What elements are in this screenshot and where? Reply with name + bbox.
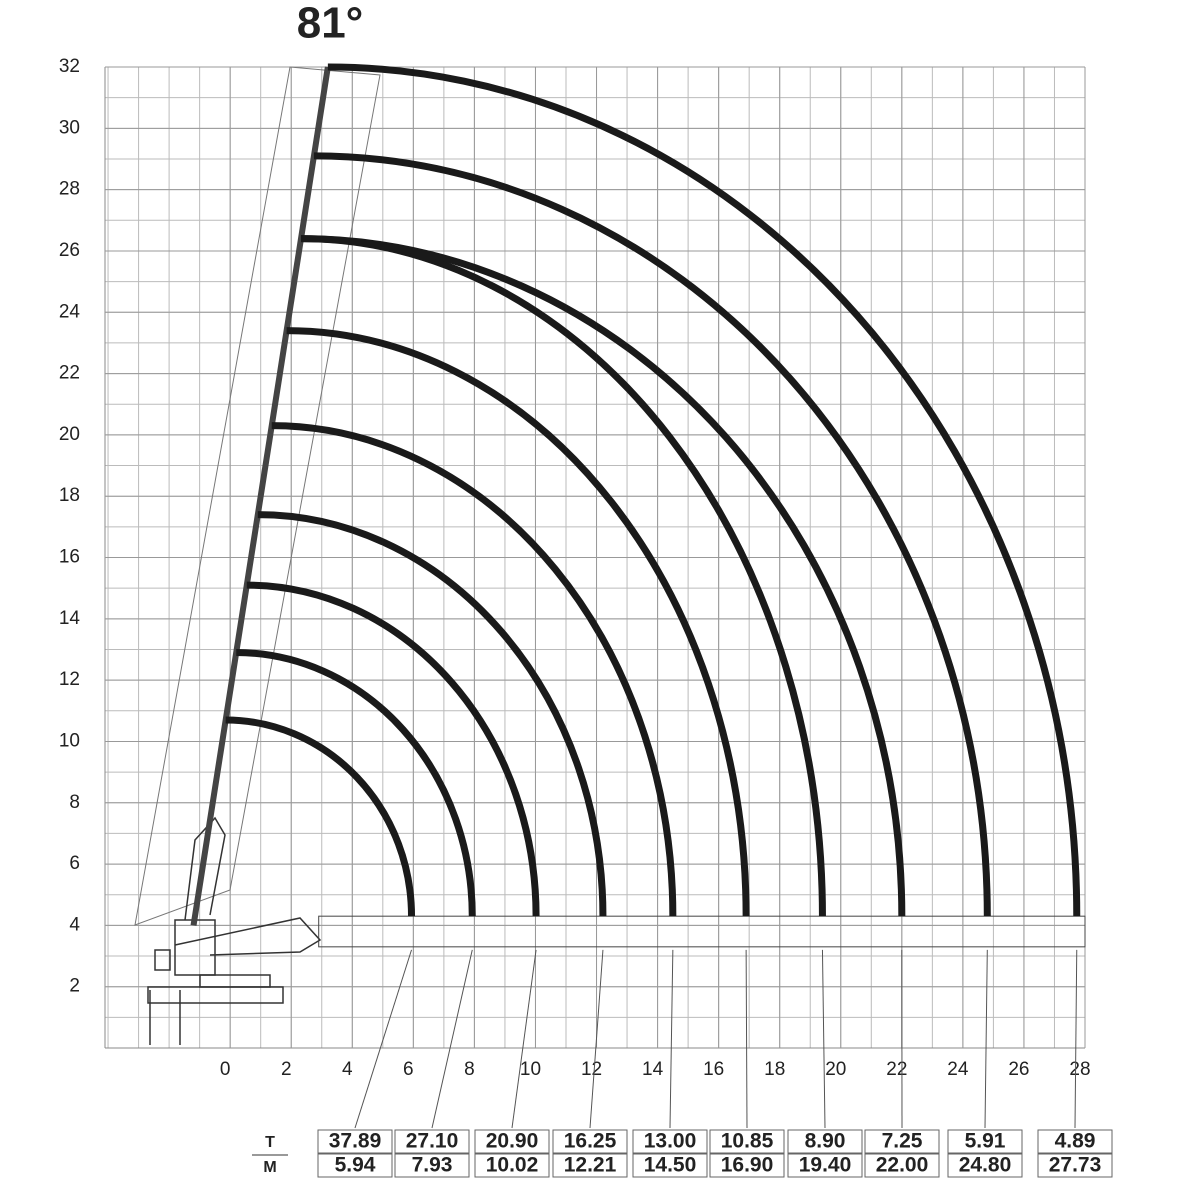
y-tick-label: 28 — [59, 179, 80, 200]
value-label: 16.25 — [564, 1130, 617, 1153]
value-label: 20.90 — [486, 1130, 539, 1153]
leader-line — [822, 950, 825, 1128]
x-tick-label: 0 — [220, 1059, 231, 1080]
x-tick-label: 2 — [281, 1059, 292, 1080]
x-tick-label: 18 — [764, 1059, 785, 1080]
leader-line — [512, 950, 536, 1128]
value-label: 10.02 — [486, 1154, 539, 1177]
y-tick-label: 26 — [59, 240, 80, 261]
load-arc — [258, 515, 603, 917]
value-label: 5.94 — [335, 1154, 376, 1177]
x-tick-label: 6 — [403, 1059, 414, 1080]
y-tick-label: 16 — [59, 547, 80, 568]
value-label: 37.89 — [329, 1130, 382, 1153]
load-arc — [226, 720, 412, 916]
y-tick-label: 30 — [59, 117, 80, 138]
x-tick-label: 28 — [1069, 1059, 1090, 1080]
value-label: 5.91 — [965, 1130, 1006, 1153]
x-tick-label: 20 — [825, 1059, 846, 1080]
value-label: 24.80 — [959, 1154, 1012, 1177]
y-tick-label: 12 — [59, 669, 80, 690]
value-label: 22.00 — [876, 1154, 929, 1177]
leader-line — [1075, 950, 1077, 1128]
y-tick-label: 14 — [59, 608, 81, 629]
crane — [135, 67, 380, 1045]
value-label: 4.89 — [1055, 1130, 1096, 1153]
x-tick-label: 10 — [520, 1059, 541, 1080]
row-label: T — [265, 1134, 275, 1151]
value-label: 16.90 — [721, 1154, 774, 1177]
boom-sections — [319, 916, 1085, 947]
value-label: 7.25 — [882, 1130, 923, 1153]
x-tick-label: 26 — [1008, 1059, 1029, 1080]
value-label: 13.00 — [644, 1130, 697, 1153]
value-label: 27.10 — [406, 1130, 459, 1153]
x-tick-label: 14 — [642, 1059, 664, 1080]
y-tick-label: 32 — [59, 56, 80, 77]
value-label: 19.40 — [799, 1154, 852, 1177]
value-label: 7.93 — [412, 1154, 453, 1177]
value-label: 12.21 — [564, 1154, 617, 1177]
x-tick-label: 4 — [342, 1059, 353, 1080]
y-tick-label: 24 — [59, 301, 81, 322]
y-tick-label: 8 — [69, 792, 80, 813]
leader-line — [985, 950, 987, 1128]
value-label: 14.50 — [644, 1154, 697, 1177]
leader-line — [746, 950, 747, 1128]
leader-line — [670, 950, 673, 1128]
y-tick-label: 18 — [59, 485, 80, 506]
x-tick-label: 22 — [886, 1059, 907, 1080]
value-label: 8.90 — [805, 1130, 846, 1153]
x-tick-label: 24 — [947, 1059, 969, 1080]
row-label: M — [263, 1159, 276, 1176]
value-label: 27.73 — [1049, 1154, 1102, 1177]
load-arc — [236, 653, 472, 917]
value-label: 10.85 — [721, 1130, 774, 1153]
y-tick-label: 10 — [59, 730, 80, 751]
load-arc — [301, 239, 902, 917]
x-tick-label: 16 — [703, 1059, 724, 1080]
y-tick-label: 2 — [69, 976, 80, 997]
x-tick-label: 8 — [464, 1059, 475, 1080]
load-arc — [314, 156, 987, 916]
x-tick-label: 12 — [581, 1059, 602, 1080]
load-arc — [287, 331, 747, 917]
leader-line — [432, 950, 472, 1128]
load-arc — [247, 585, 536, 916]
y-tick-label: 20 — [59, 424, 80, 445]
y-tick-label: 22 — [59, 363, 80, 384]
y-tick-label: 6 — [69, 853, 80, 874]
chart-title: 81° — [297, 0, 364, 48]
y-tick-label: 4 — [69, 914, 80, 935]
